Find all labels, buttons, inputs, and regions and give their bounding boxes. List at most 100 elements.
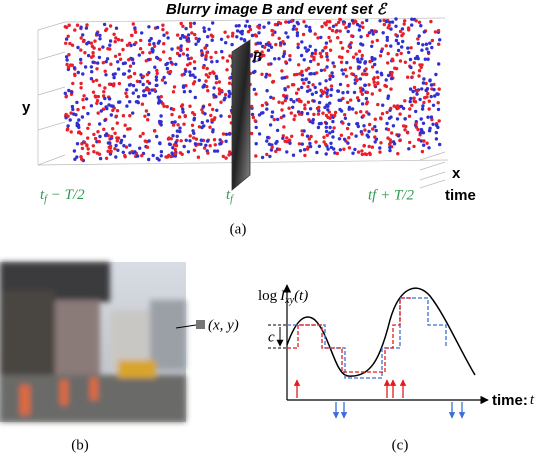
- event-dot: [384, 44, 388, 48]
- event-dot: [421, 104, 425, 108]
- event-dot: [68, 41, 72, 46]
- event-dot: [254, 154, 258, 158]
- event-dot: [426, 50, 431, 54]
- event-dot: [315, 71, 319, 75]
- event-dot: [305, 147, 310, 151]
- event-dot: [329, 93, 333, 98]
- event-dot: [375, 70, 379, 74]
- event-dot: [175, 129, 180, 133]
- event-dot: [432, 87, 436, 92]
- event-dot: [260, 72, 264, 77]
- event-dot: [419, 117, 423, 121]
- event-dot: [394, 33, 398, 37]
- event-dot: [213, 149, 217, 153]
- event-dot: [153, 65, 157, 69]
- event-dot: [243, 24, 248, 28]
- event-dot: [427, 99, 431, 103]
- event-dot: [152, 44, 157, 48]
- event-dot: [398, 29, 403, 34]
- event-dot: [254, 125, 258, 130]
- event-dot: [127, 58, 131, 62]
- event-dot: [214, 95, 218, 99]
- event-dot: [97, 83, 102, 88]
- event-dot: [196, 142, 201, 146]
- event-dot: [183, 114, 187, 118]
- event-dot: [265, 107, 269, 111]
- event-dot: [270, 110, 275, 114]
- event-dot: [426, 115, 430, 119]
- event-dot: [390, 20, 395, 24]
- event-dot: [164, 62, 168, 67]
- event-dot: [308, 25, 312, 30]
- event-dot: [357, 98, 361, 103]
- event-dot: [125, 104, 129, 108]
- event-dot: [325, 54, 329, 59]
- event-dot: [395, 53, 399, 57]
- event-dot: [385, 35, 389, 40]
- event-dot: [155, 25, 160, 30]
- event-dot: [67, 23, 71, 27]
- event-dot: [204, 55, 208, 59]
- event-dot: [181, 24, 185, 28]
- event-dot: [417, 34, 421, 38]
- event-dot: [104, 156, 109, 160]
- event-dot: [427, 107, 431, 111]
- event-dot: [146, 79, 150, 84]
- event-dot: [112, 75, 116, 80]
- event-dot: [363, 61, 367, 65]
- event-dot: [270, 115, 274, 119]
- event-dot: [156, 41, 161, 45]
- event-dot: [331, 119, 335, 124]
- event-dot: [252, 87, 256, 92]
- event-dot: [115, 109, 120, 113]
- event-dot: [354, 134, 358, 138]
- event-dot: [263, 45, 267, 49]
- event-dot: [108, 43, 112, 47]
- event-dot: [406, 46, 410, 50]
- event-dot: [283, 87, 287, 91]
- event-dot: [371, 127, 375, 131]
- event-dot: [86, 40, 91, 45]
- event-dot: [389, 73, 394, 77]
- event-dot: [129, 43, 133, 48]
- event-dot: [335, 151, 339, 156]
- event-dot: [209, 55, 213, 60]
- event-dot: [82, 94, 86, 98]
- event-dot: [316, 112, 321, 116]
- event-dot: [215, 76, 219, 81]
- event-dot: [390, 57, 395, 61]
- event-dot: [410, 75, 414, 79]
- event-dot: [188, 61, 192, 66]
- event-dot: [116, 60, 120, 64]
- event-dot: [308, 44, 312, 48]
- event-dot: [227, 114, 232, 119]
- event-dot: [117, 100, 121, 104]
- event-dot: [190, 123, 195, 128]
- event-dot: [437, 87, 441, 91]
- event-dot: [266, 48, 271, 52]
- event-dot: [379, 49, 384, 54]
- event-dot: [422, 143, 426, 147]
- event-dot: [141, 131, 145, 136]
- event-dot: [287, 106, 291, 110]
- event-dot: [274, 149, 278, 154]
- event-dot: [107, 97, 112, 101]
- event-dot: [389, 44, 393, 48]
- event-dot: [331, 129, 335, 134]
- event-dot: [396, 152, 400, 156]
- event-dot: [138, 80, 142, 84]
- event-dot: [93, 39, 97, 43]
- event-dot: [63, 41, 68, 45]
- event-dot: [81, 98, 85, 102]
- event-dot: [133, 30, 138, 34]
- event-dot: [424, 81, 428, 86]
- event-dot: [325, 20, 330, 24]
- event-dot: [422, 77, 426, 81]
- event-dot: [417, 74, 421, 78]
- event-dot: [325, 94, 329, 99]
- event-dot: [193, 32, 197, 37]
- event-dot: [422, 100, 426, 105]
- event-dot: [285, 136, 289, 140]
- event-dot: [175, 51, 180, 56]
- event-dot: [288, 58, 292, 62]
